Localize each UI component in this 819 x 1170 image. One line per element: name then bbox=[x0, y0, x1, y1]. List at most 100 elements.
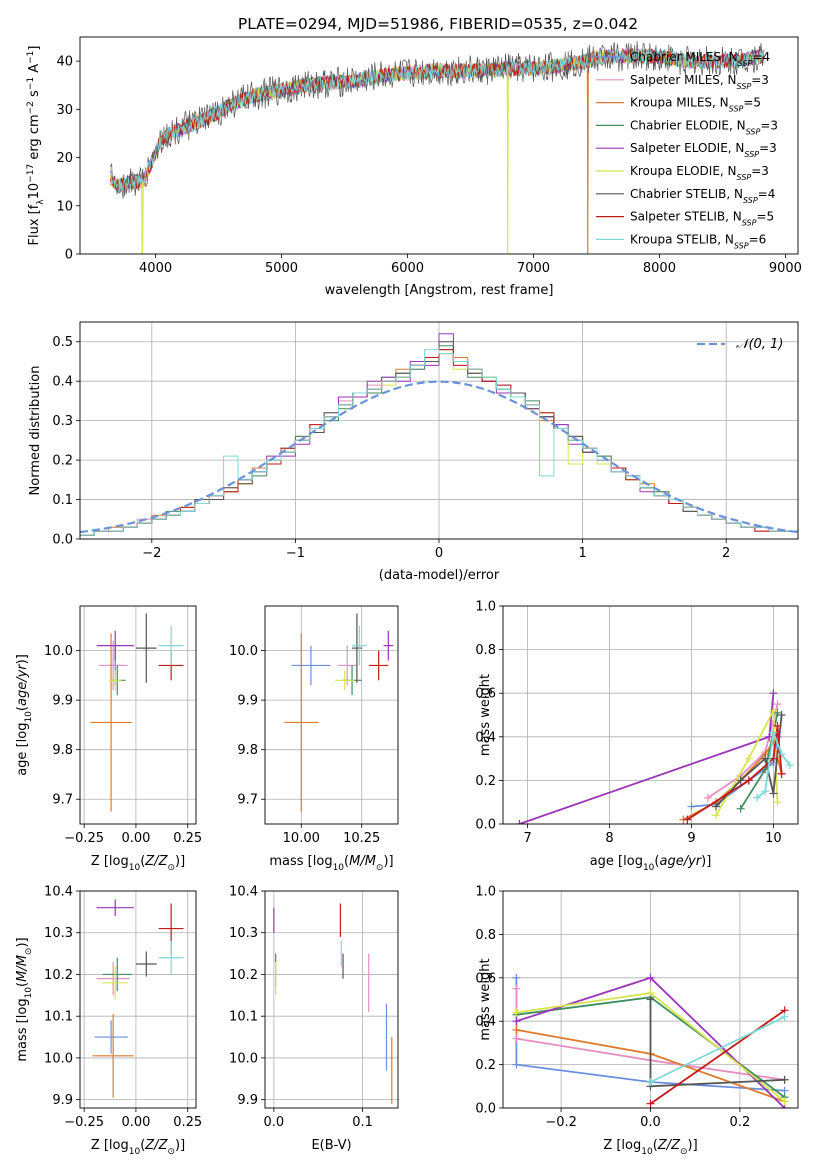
label-part: )] bbox=[701, 854, 711, 869]
x-tick-label: 4000 bbox=[139, 261, 172, 276]
label-part: ( bbox=[344, 854, 349, 869]
legend-sub: SSP bbox=[742, 218, 757, 227]
z_vs_age-points bbox=[90, 613, 184, 812]
y-tick-label: 30 bbox=[56, 103, 73, 118]
mass_vs_age-axes: 10.00 10.25 9.7 9.8 9.9 10.0 bbox=[229, 606, 398, 846]
label-part: ⊙ bbox=[167, 863, 175, 873]
label-part: Z/Z bbox=[144, 1138, 168, 1153]
mass-axis-label: mass [log10(M/M⊙)] bbox=[269, 854, 393, 873]
x-tick-label: 1 bbox=[578, 546, 586, 561]
x-tick-label: −0.25 bbox=[64, 831, 104, 846]
label-part: −17 bbox=[26, 164, 36, 183]
legend-text: Salpeter STELIB, N bbox=[630, 210, 742, 224]
y-tick-label: 9.9 bbox=[52, 694, 73, 709]
label-part: Z/Z bbox=[657, 1138, 681, 1153]
legend-sub: SSP bbox=[737, 81, 752, 90]
x-tick-label: 0.25 bbox=[173, 831, 202, 846]
x-tick-label: 0.1 bbox=[352, 1115, 373, 1130]
legend-sub: SSP bbox=[729, 104, 744, 113]
legend-sub: SSP bbox=[734, 241, 749, 250]
label-part: 10 bbox=[643, 863, 655, 873]
legend-eq: =4 bbox=[752, 50, 770, 64]
label-part: M/M bbox=[15, 955, 30, 982]
z_vs_weight-ylabel: mass weight bbox=[478, 958, 493, 1040]
label-part: ] bbox=[27, 46, 42, 51]
label-part: Z/Z bbox=[144, 854, 168, 869]
y-tick-label: 0.8 bbox=[475, 928, 496, 943]
legend-label: Salpeter ELODIE, NSSP=3 bbox=[630, 141, 777, 159]
label-part: A bbox=[27, 64, 42, 77]
age_vs_weight-ylabel: mass weight bbox=[478, 674, 493, 756]
x-tick-label: −2 bbox=[142, 546, 161, 561]
weight-line bbox=[739, 712, 779, 810]
y-tick-label: 9.8 bbox=[237, 743, 258, 758]
legend-text: Chabrier ELODIE, N bbox=[630, 118, 746, 132]
x-tick-label: 0.25 bbox=[173, 1115, 202, 1130]
legend-text: Salpeter MILES, N bbox=[630, 73, 737, 87]
label-part: mass [log bbox=[15, 998, 30, 1061]
legend-label: Chabrier STELIB, NSSP=4 bbox=[630, 187, 775, 205]
z_vs_age-frame bbox=[79, 605, 197, 825]
label-part: λ bbox=[36, 199, 46, 205]
z_vs_weight-lines bbox=[512, 973, 789, 1108]
x-tick-label: 0.00 bbox=[121, 831, 150, 846]
y-tick-label: 10.2 bbox=[44, 968, 73, 983]
x-tick-label: −0.2 bbox=[545, 1115, 577, 1130]
label-part: Z [log bbox=[91, 1138, 129, 1153]
legend-label: Chabrier ELODIE, NSSP=3 bbox=[630, 118, 778, 136]
y-tick-label: 0.5 bbox=[52, 335, 73, 350]
age-axis-label: age [log10(age/yr)] bbox=[590, 854, 712, 873]
y-tick-label: 10.3 bbox=[229, 926, 258, 941]
label-part: Z [log bbox=[603, 1138, 641, 1153]
label-part: 10 bbox=[129, 1147, 141, 1157]
z_vs_age-axes: −0.25 0.00 0.25 9.7 9.8 9.9 10.0 bbox=[44, 606, 202, 846]
y-tick-label: 10.0 bbox=[229, 644, 258, 659]
label-part: erg cm bbox=[27, 114, 42, 163]
label-part: age/yr bbox=[15, 663, 30, 706]
x-tick-label: −1 bbox=[286, 546, 305, 561]
spectrum-lines bbox=[109, 40, 765, 254]
legend-label: Chabrier MILES, NSSP=4 bbox=[630, 50, 770, 68]
label-part: )] bbox=[383, 854, 393, 869]
legend-eq: =5 bbox=[743, 96, 761, 110]
y-tick-label: 9.9 bbox=[237, 694, 258, 709]
x-tick-label: 9000 bbox=[769, 261, 802, 276]
y-tick-label: 0.2 bbox=[52, 454, 73, 469]
ebv_vs_mass-axes: 0.0 0.1 9.9 10.0 10.1 10.2 10.3 10.4 bbox=[229, 885, 398, 1130]
y-tick-label: 40 bbox=[56, 55, 73, 70]
spectrum-frame bbox=[79, 36, 799, 255]
y-tick-label: 0.6 bbox=[475, 687, 496, 702]
age_vs_weight-axes: 7 8 9 10 0.0 0.2 0.4 0.6 0.8 1.0 bbox=[475, 600, 798, 846]
y-tick-label: 0.4 bbox=[475, 1015, 496, 1030]
x-tick-label: 0.2 bbox=[730, 1115, 751, 1130]
x-tick-label: 6000 bbox=[391, 261, 424, 276]
y-tick-label: 0.6 bbox=[475, 971, 496, 986]
legend-text: Kroupa ELODIE, N bbox=[630, 164, 737, 178]
label-part: ( bbox=[653, 1138, 658, 1153]
x-tick-label: 10.00 bbox=[283, 831, 320, 846]
y-tick-label: 0.1 bbox=[52, 493, 73, 508]
label-part: Z [log bbox=[91, 854, 129, 869]
y-tick-label: 10.0 bbox=[44, 1051, 73, 1066]
legend-eq: =6 bbox=[749, 232, 767, 246]
label-part: )] bbox=[175, 854, 185, 869]
y-tick-label: 10.0 bbox=[44, 644, 73, 659]
y-tick-label: 10 bbox=[56, 199, 73, 214]
mass_vs_age-frame bbox=[264, 605, 399, 825]
x-tick-label: 0.0 bbox=[640, 1115, 661, 1130]
y-tick-label: 0.8 bbox=[475, 643, 496, 658]
age-axis-label: age [log10(age/yr)] bbox=[15, 654, 34, 776]
weight-line bbox=[649, 1009, 786, 1105]
ebv_vs_mass-points bbox=[273, 903, 393, 1104]
x-tick-label: 10.25 bbox=[343, 831, 380, 846]
x-tick-label: 9 bbox=[687, 831, 695, 846]
z-axis-label: Z [log10(Z/Z⊙)] bbox=[91, 854, 185, 873]
z_vs_weight-axes: −0.2 0.0 0.2 0.0 0.2 0.4 0.6 0.8 1.0 bbox=[475, 885, 798, 1130]
z_vs_mass-frame bbox=[79, 890, 197, 1109]
legend-label: Salpeter STELIB, NSSP=5 bbox=[630, 210, 774, 228]
y-tick-label: 10.3 bbox=[44, 926, 73, 941]
label-part: 10 bbox=[129, 863, 141, 873]
label-part: ( bbox=[654, 854, 659, 869]
